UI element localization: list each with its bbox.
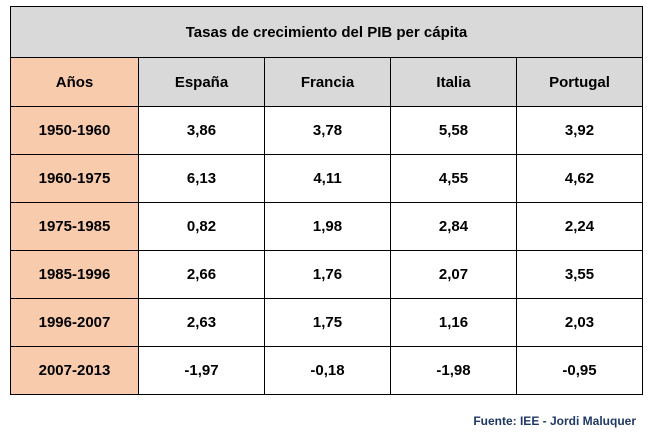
table-row: 1960-1975 6,13 4,11 4,55 4,62 <box>10 154 643 203</box>
value-cell-portugal: 3,55 <box>516 250 643 299</box>
table-row: 1975-1985 0,82 1,98 2,84 2,24 <box>10 202 643 251</box>
value-cell-france: 4,11 <box>264 154 391 203</box>
value-cell-italy: 2,07 <box>390 250 517 299</box>
period-cell: 1985-1996 <box>10 250 139 299</box>
value-cell-spain: 2,66 <box>138 250 265 299</box>
table-header-row: Años España Francia Italia Portugal <box>10 57 643 107</box>
value-cell-portugal: -0,95 <box>516 346 643 395</box>
value-cell-italy: -1,98 <box>390 346 517 395</box>
table-row: 2007-2013 -1,97 -0,18 -1,98 -0,95 <box>10 346 643 395</box>
table-row: 1950-1960 3,86 3,78 5,58 3,92 <box>10 106 643 155</box>
column-header-years: Años <box>10 57 139 107</box>
period-cell: 1960-1975 <box>10 154 139 203</box>
column-header-portugal: Portugal <box>516 57 643 107</box>
table-row: 1996-2007 2,63 1,75 1,16 2,03 <box>10 298 643 347</box>
period-cell: 2007-2013 <box>10 346 139 395</box>
value-cell-spain: -1,97 <box>138 346 265 395</box>
value-cell-portugal: 4,62 <box>516 154 643 203</box>
value-cell-france: 1,98 <box>264 202 391 251</box>
value-cell-spain: 6,13 <box>138 154 265 203</box>
table-title-row: Tasas de crecimiento del PIB per cápita <box>10 6 643 58</box>
period-cell: 1975-1985 <box>10 202 139 251</box>
value-cell-spain: 2,63 <box>138 298 265 347</box>
value-cell-france: 3,78 <box>264 106 391 155</box>
period-cell: 1950-1960 <box>10 106 139 155</box>
value-cell-spain: 3,86 <box>138 106 265 155</box>
value-cell-france: 1,76 <box>264 250 391 299</box>
value-cell-france: -0,18 <box>264 346 391 395</box>
value-cell-portugal: 2,24 <box>516 202 643 251</box>
column-header-france: Francia <box>264 57 391 107</box>
table-title: Tasas de crecimiento del PIB per cápita <box>10 6 643 58</box>
value-cell-italy: 2,84 <box>390 202 517 251</box>
value-cell-spain: 0,82 <box>138 202 265 251</box>
value-cell-italy: 4,55 <box>390 154 517 203</box>
period-cell: 1996-2007 <box>10 298 139 347</box>
column-header-italy: Italia <box>390 57 517 107</box>
table-row: 1985-1996 2,66 1,76 2,07 3,55 <box>10 250 643 299</box>
source-note: Fuente: IEE - Jordi Maluquer <box>473 414 636 428</box>
column-header-spain: España <box>138 57 265 107</box>
value-cell-portugal: 2,03 <box>516 298 643 347</box>
gdp-growth-table: Tasas de crecimiento del PIB per cápita … <box>10 6 643 395</box>
value-cell-france: 1,75 <box>264 298 391 347</box>
value-cell-portugal: 3,92 <box>516 106 643 155</box>
value-cell-italy: 1,16 <box>390 298 517 347</box>
value-cell-italy: 5,58 <box>390 106 517 155</box>
